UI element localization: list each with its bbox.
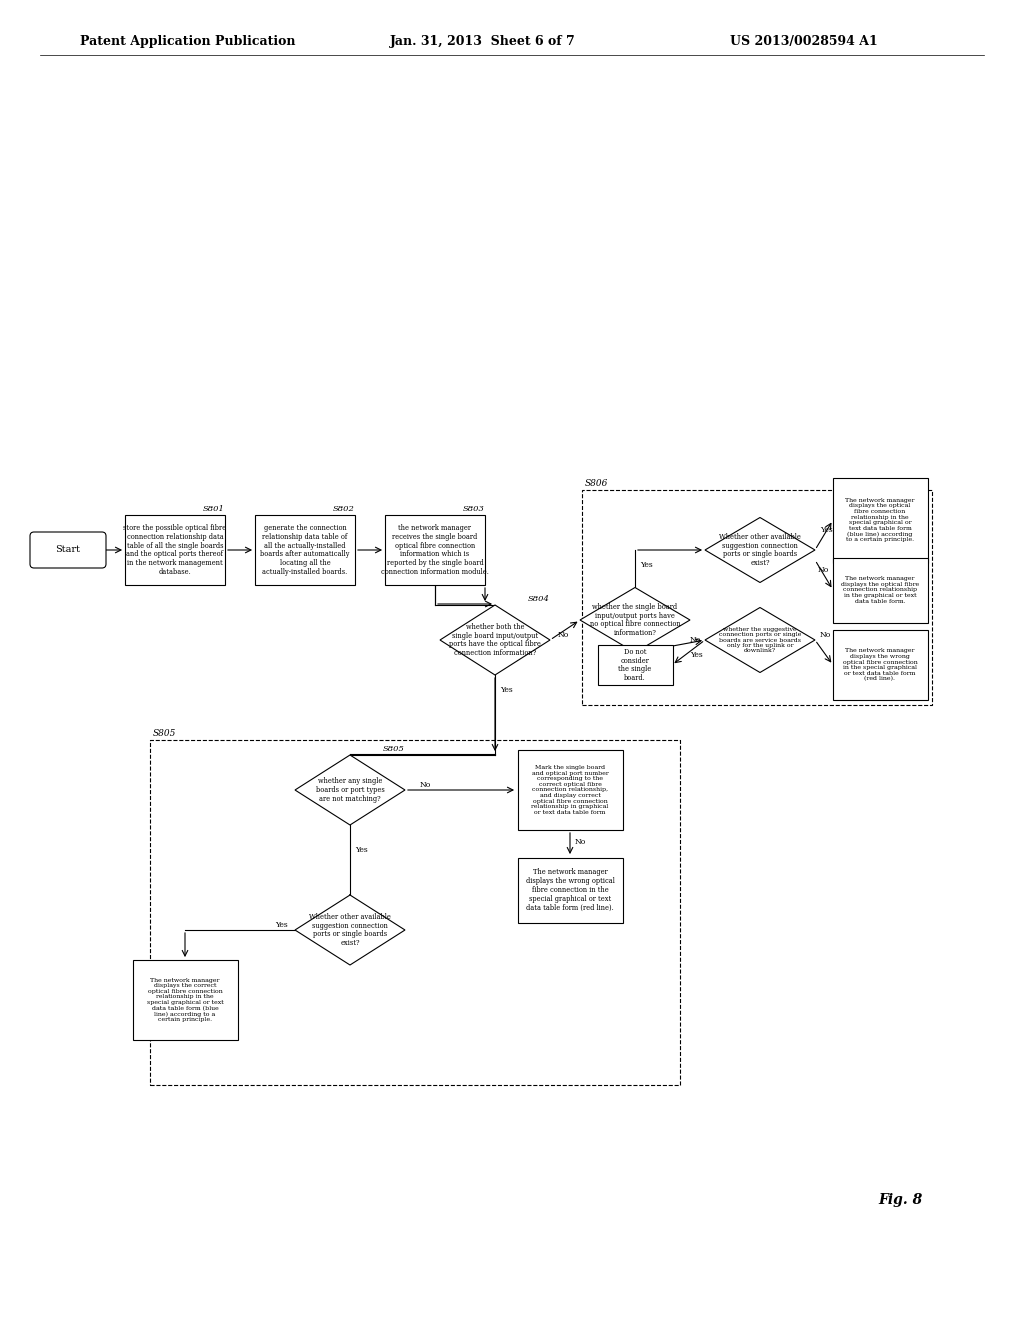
Text: S802: S802 [333,506,355,513]
Bar [255,515,355,585]
Text: Yes: Yes [690,651,702,659]
Text: Fig. 8: Fig. 8 [878,1193,923,1206]
Text: S803: S803 [463,506,485,513]
Text: S805: S805 [383,744,406,752]
Bar [833,478,928,562]
Text: Start: Start [55,545,81,554]
Text: Mark the single board
and optical port number
corresponding to the
correct optic: Mark the single board and optical port n… [531,766,608,814]
Text: S806: S806 [585,479,608,488]
Bar [125,515,225,585]
Bar [597,645,673,685]
Text: No: No [558,631,569,639]
Text: No: No [690,636,701,644]
Text: S804: S804 [528,595,550,603]
Text: The network manager
displays the wrong
optical fibre connection
in the special g: The network manager displays the wrong o… [843,648,918,681]
Bar [833,557,928,623]
Polygon shape [705,607,815,672]
Text: whether the suggestive
connection ports or single
boards are service boards
only: whether the suggestive connection ports … [719,627,801,653]
Text: No: No [575,838,587,846]
Bar [517,858,623,923]
Text: Do not
consider
the single
board.: Do not consider the single board. [618,648,651,682]
Text: whether any single
boards or port types
are not matching?: whether any single boards or port types … [315,777,384,803]
Polygon shape [295,895,406,965]
Bar [132,960,238,1040]
Text: S805: S805 [153,729,176,738]
Polygon shape [295,755,406,825]
Text: store the possible optical fibre
connection relationship data
table of all the s: store the possible optical fibre connect… [124,524,226,577]
Bar [150,741,680,1085]
Text: S801: S801 [203,506,225,513]
Polygon shape [705,517,815,582]
Text: whether both the
single board input/output
ports have the optical fibre
connecti: whether both the single board input/outp… [450,623,541,657]
Text: Whether other available
suggestion connection
ports or single boards
exist?: Whether other available suggestion conne… [719,533,801,566]
Bar [385,515,485,585]
Text: Yes: Yes [640,561,652,569]
Bar [582,490,932,705]
Text: Yes: Yes [355,846,368,854]
Bar [833,630,928,700]
Text: Jan. 31, 2013  Sheet 6 of 7: Jan. 31, 2013 Sheet 6 of 7 [390,36,575,48]
Text: The network manager
displays the optical
fibre connection
relationship in the
sp: The network manager displays the optical… [846,498,914,543]
Text: Whether other available
suggestion connection
ports or single boards
exist?: Whether other available suggestion conne… [309,913,391,946]
Polygon shape [440,605,550,675]
Text: No: No [818,566,829,574]
Text: generate the connection
relationship data table of
all the actually-installed
bo: generate the connection relationship dat… [260,524,350,577]
Bar [517,750,623,830]
Text: Yes: Yes [500,686,513,694]
Text: The network manager
displays the correct
optical fibre connection
relationship i: The network manager displays the correct… [146,978,223,1022]
Text: Yes: Yes [275,921,288,929]
Text: Patent Application Publication: Patent Application Publication [80,36,296,48]
FancyBboxPatch shape [30,532,106,568]
Polygon shape [580,587,690,652]
Text: Yes: Yes [820,525,833,535]
Text: whether the single board
input/output ports have
no optical fibre connection
inf: whether the single board input/output po… [590,603,680,636]
Text: US 2013/0028594 A1: US 2013/0028594 A1 [730,36,878,48]
Text: the network manager
receives the single board
optical fibre connection
informati: the network manager receives the single … [381,524,488,577]
Text: The network manager
displays the optical fibre
connection relationship
in the gr: The network manager displays the optical… [841,577,920,603]
Text: No: No [420,781,431,789]
Text: No: No [820,631,831,639]
Text: The network manager
displays the wrong optical
fibre connection in the
special g: The network manager displays the wrong o… [525,869,614,912]
